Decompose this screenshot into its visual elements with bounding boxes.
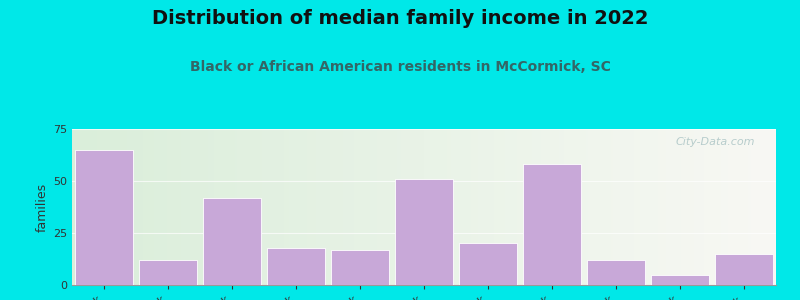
Bar (650, 274, 710, 285)
Text: City-Data.com: City-Data.com (675, 137, 755, 147)
Bar (522, 164, 582, 285)
Text: Distribution of median family income in 2022: Distribution of median family income in … (152, 9, 648, 28)
Bar (714, 254, 774, 285)
Bar (266, 248, 326, 285)
Text: Black or African American residents in McCormick, SC: Black or African American residents in M… (190, 60, 610, 74)
Bar (74, 150, 134, 285)
Bar (330, 250, 390, 285)
Bar (458, 243, 518, 285)
Bar (138, 260, 198, 285)
Bar (586, 260, 646, 285)
Bar (394, 179, 454, 285)
Bar (202, 198, 262, 285)
Y-axis label: families: families (36, 182, 49, 232)
